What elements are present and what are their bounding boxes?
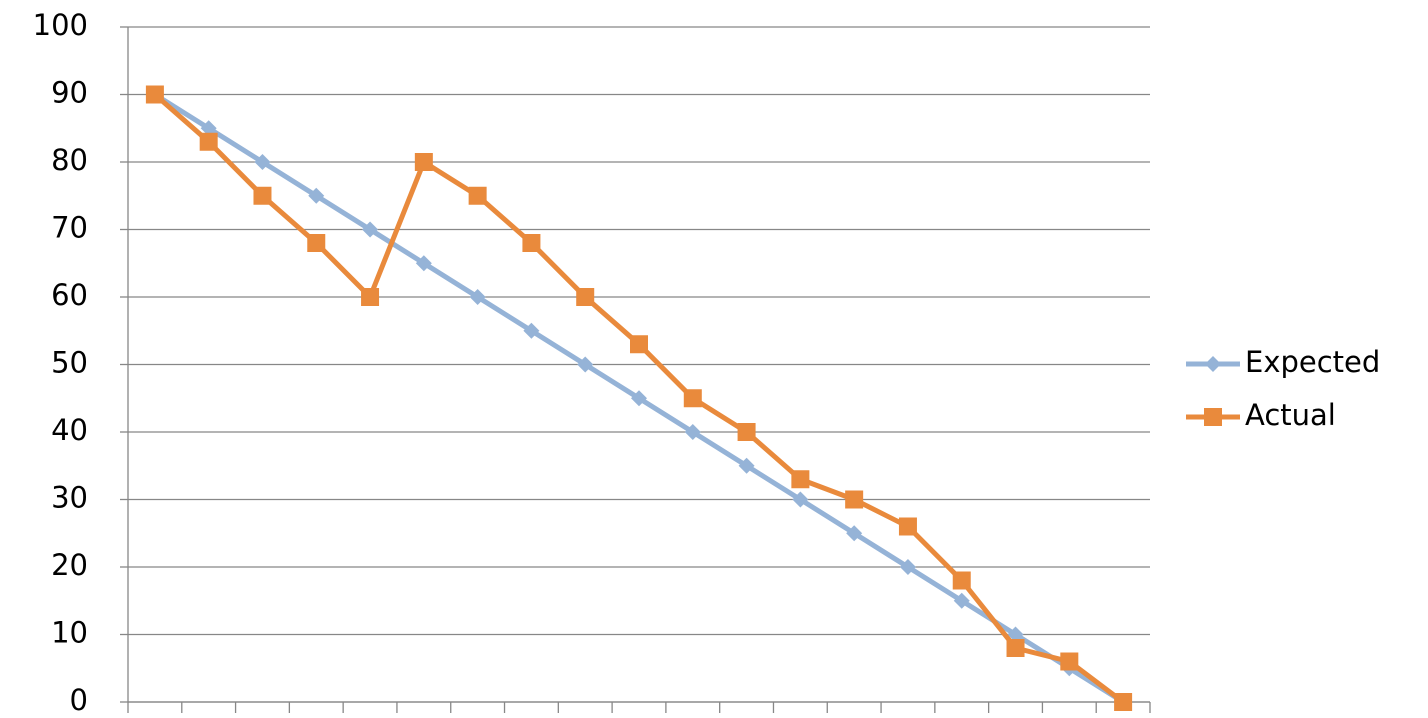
marker <box>523 322 540 339</box>
marker <box>1006 639 1025 657</box>
marker <box>308 187 325 204</box>
marker <box>846 525 863 542</box>
marker <box>469 289 486 305</box>
legend-marker <box>1204 408 1222 426</box>
marker <box>414 153 433 171</box>
marker <box>253 186 272 205</box>
marker <box>737 423 756 441</box>
marker <box>415 255 432 272</box>
legend-label: Expected <box>1245 345 1380 379</box>
marker <box>899 559 916 575</box>
marker <box>468 186 487 205</box>
marker <box>845 490 864 509</box>
marker <box>576 288 595 306</box>
legend-marker <box>1205 356 1221 372</box>
y-tick-label: 100 <box>33 8 88 42</box>
y-tick-label: 60 <box>51 278 88 312</box>
marker <box>199 132 218 151</box>
marker <box>254 154 271 170</box>
marker <box>307 234 326 252</box>
marker <box>953 592 970 609</box>
y-tick-label: 40 <box>51 413 88 447</box>
marker <box>952 571 971 590</box>
y-tick-label: 70 <box>51 211 88 245</box>
y-tick-label: 80 <box>51 143 88 177</box>
legend-label: Actual <box>1245 398 1336 432</box>
y-tick-label: 30 <box>51 481 88 515</box>
marker <box>684 424 701 440</box>
marker <box>792 491 809 508</box>
marker <box>362 221 379 238</box>
marker <box>145 85 164 104</box>
marker <box>791 470 810 489</box>
marker <box>577 356 594 373</box>
marker <box>1114 693 1133 711</box>
marker <box>1060 652 1079 671</box>
y-tick-label: 90 <box>51 76 88 110</box>
marker <box>630 335 648 354</box>
marker <box>631 390 647 407</box>
marker <box>361 288 380 306</box>
y-tick-label: 10 <box>51 616 88 650</box>
marker <box>898 517 917 536</box>
marker <box>683 389 702 408</box>
marker <box>522 234 541 252</box>
marker <box>738 457 755 474</box>
y-tick-label: 0 <box>70 683 88 717</box>
y-tick-label: 50 <box>51 346 88 380</box>
y-tick-label: 20 <box>51 548 88 582</box>
marker <box>1007 626 1024 643</box>
marker <box>200 120 217 137</box>
